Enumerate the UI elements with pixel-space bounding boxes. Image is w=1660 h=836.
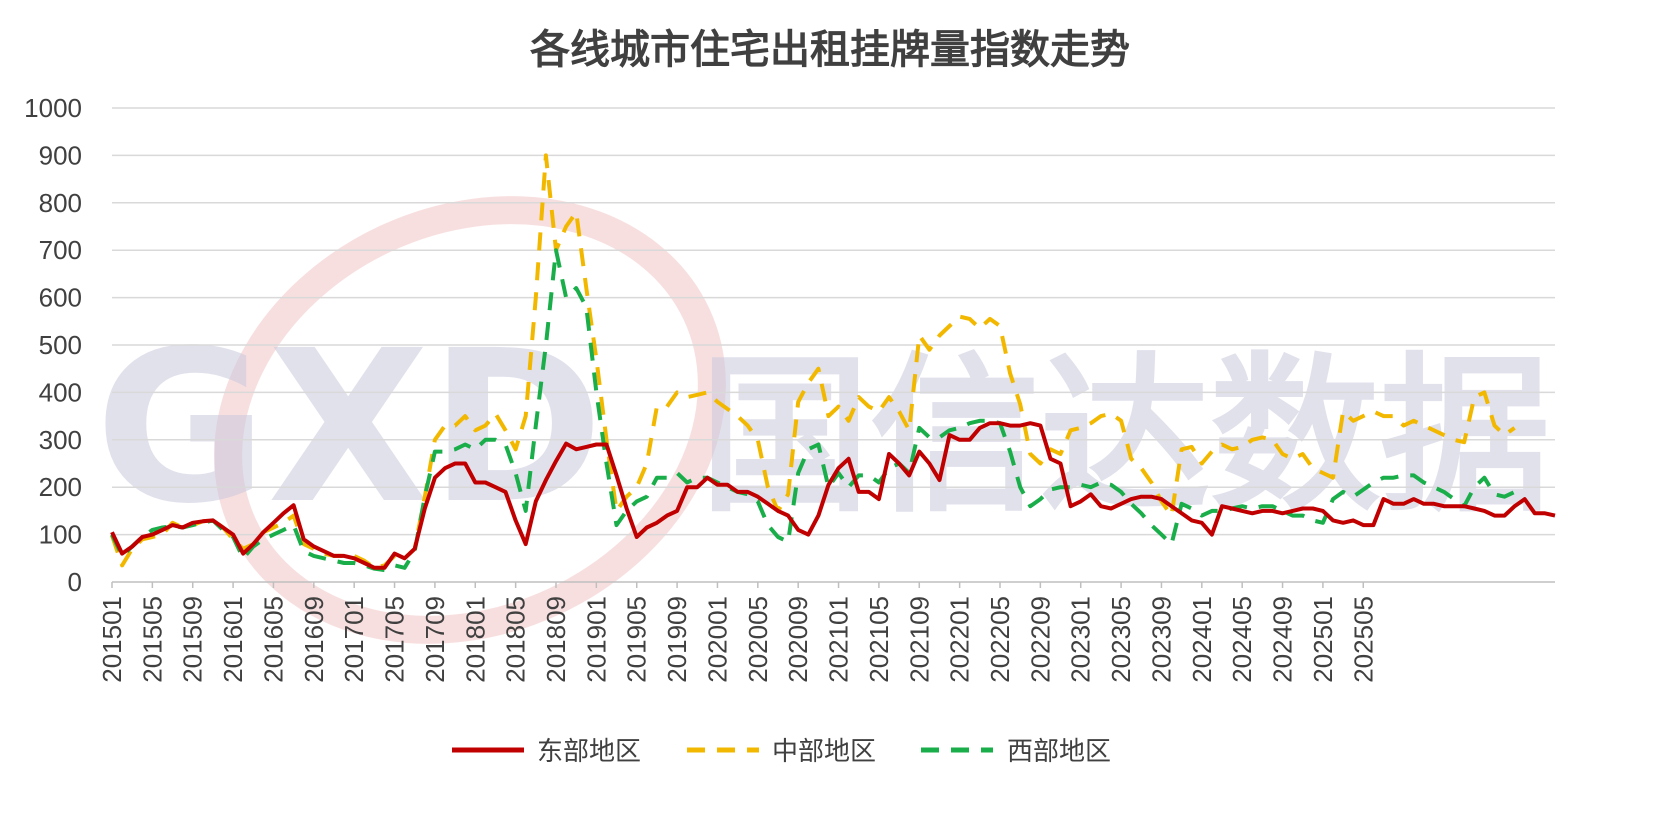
- chart-title: 各线城市住宅出租挂牌量指数走势: [530, 27, 1130, 73]
- y-tick-label: 400: [39, 377, 82, 407]
- x-tick-label: 202505: [1348, 596, 1378, 683]
- x-tick-label: 202501: [1308, 596, 1338, 683]
- x-tick-label: 202405: [1227, 596, 1257, 683]
- y-tick-label: 800: [39, 188, 82, 218]
- x-tick-label: 201909: [662, 596, 692, 683]
- watermark-swoosh: [214, 196, 726, 644]
- x-tick-label: 201801: [460, 596, 490, 683]
- x-tick-label: 202409: [1268, 596, 1298, 683]
- legend-label: 东部地区: [537, 737, 641, 767]
- x-tick-label: 202305: [1106, 596, 1136, 683]
- x-tick-label: 201701: [339, 596, 369, 683]
- x-tick-label: 201705: [380, 596, 410, 683]
- y-tick-label: 0: [68, 567, 82, 597]
- x-tick-label: 202101: [824, 596, 854, 683]
- x-tick-label: 201901: [581, 596, 611, 683]
- x-tick-label: 201809: [541, 596, 571, 683]
- x-tick-label: 202309: [1146, 596, 1176, 683]
- y-tick-label: 300: [39, 425, 82, 455]
- x-tick-label: 201605: [258, 596, 288, 683]
- x-tick-label: 202005: [743, 596, 773, 683]
- series-line-2: [110, 248, 1516, 573]
- series-line-0: [110, 421, 1556, 570]
- x-tick-label: 202001: [702, 596, 732, 683]
- watermark-logo-text: GXD: [95, 305, 604, 550]
- watermark-name: 国信达数据: [700, 338, 1550, 536]
- y-tick-label: 600: [39, 283, 82, 313]
- gridlines: [112, 107, 1555, 583]
- y-tick-label: 900: [39, 140, 82, 170]
- series-lines: [110, 153, 1556, 573]
- x-tick-label: 201601: [218, 596, 248, 683]
- x-axis: 201501 201505 201509 201601 201605 201609 2017…: [97, 582, 1378, 683]
- x-tick-label: 201505: [137, 596, 167, 683]
- y-tick-label: 700: [39, 235, 82, 265]
- y-tick-label: 500: [39, 330, 82, 360]
- x-tick-label: 201609: [299, 596, 329, 683]
- x-tick-label: 202009: [783, 596, 813, 683]
- legend-label: 西部地区: [1007, 737, 1111, 767]
- legend-label: 中部地区: [772, 737, 876, 767]
- y-tick-label: 100: [39, 520, 82, 550]
- series-line-1: [110, 153, 1516, 570]
- y-tick-label: 200: [39, 472, 82, 502]
- x-tick-label: 202209: [1025, 596, 1055, 683]
- x-tick-label: 201501: [97, 596, 127, 683]
- x-tick-label: 202109: [904, 596, 934, 683]
- legend: 东部地区 中部地区 西部地区: [452, 737, 1111, 767]
- x-tick-label: 202401: [1187, 596, 1217, 683]
- x-tick-label: 202205: [985, 596, 1015, 683]
- x-tick-label: 201905: [622, 596, 652, 683]
- x-tick-label: 201509: [178, 596, 208, 683]
- x-tick-label: 202201: [945, 596, 975, 683]
- y-tick-label: 1000: [24, 93, 82, 123]
- x-tick-label: 202301: [1066, 596, 1096, 683]
- x-tick-label: 201805: [501, 596, 531, 683]
- y-axis: 0 100 200 300 400 500 600 700 800 900 1000: [24, 93, 82, 597]
- x-tick-label: 201709: [420, 596, 450, 683]
- x-tick-label: 202105: [864, 596, 894, 683]
